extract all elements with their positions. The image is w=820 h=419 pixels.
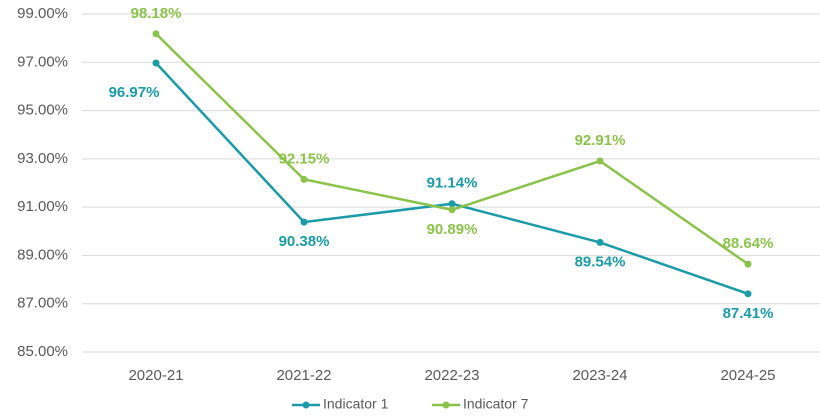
x-tick-label: 2020-21 (128, 367, 183, 384)
point (448, 206, 456, 214)
point (300, 175, 308, 183)
point (448, 200, 456, 208)
y-tick-label: 91.00% (17, 198, 68, 215)
point (152, 59, 160, 67)
value-label: 96.97% (109, 84, 160, 101)
point (744, 290, 752, 298)
value-label: 90.38% (279, 233, 330, 250)
y-tick-label: 89.00% (17, 246, 68, 263)
y-tick-label: 93.00% (17, 150, 68, 167)
x-tick-label: 2024-25 (720, 367, 775, 384)
legend-marker (302, 401, 310, 409)
legend-marker (442, 401, 450, 409)
y-tick-label: 85.00% (17, 343, 68, 360)
x-tick-label: 2021-22 (276, 367, 331, 384)
point (596, 157, 604, 165)
value-label: 91.14% (427, 175, 478, 192)
point (596, 238, 604, 246)
value-label: 89.54% (575, 253, 626, 270)
value-label: 88.64% (723, 235, 774, 252)
x-tick-label: 2023-24 (572, 367, 627, 384)
legend-label: Indicator 1 (323, 396, 389, 412)
point (744, 260, 752, 268)
y-tick-label: 99.00% (17, 5, 68, 22)
value-label: 98.18% (131, 5, 182, 22)
y-tick-label: 97.00% (17, 53, 68, 70)
point (300, 218, 308, 226)
point (152, 30, 160, 38)
legend-label: Indicator 7 (463, 396, 529, 412)
x-tick-label: 2022-23 (424, 367, 479, 384)
y-tick-label: 87.00% (17, 295, 68, 312)
value-label: 90.89% (427, 221, 478, 238)
y-tick-label: 95.00% (17, 102, 68, 119)
value-label: 87.41% (723, 305, 774, 322)
value-label: 92.15% (279, 150, 330, 167)
value-label: 92.91% (575, 132, 626, 149)
